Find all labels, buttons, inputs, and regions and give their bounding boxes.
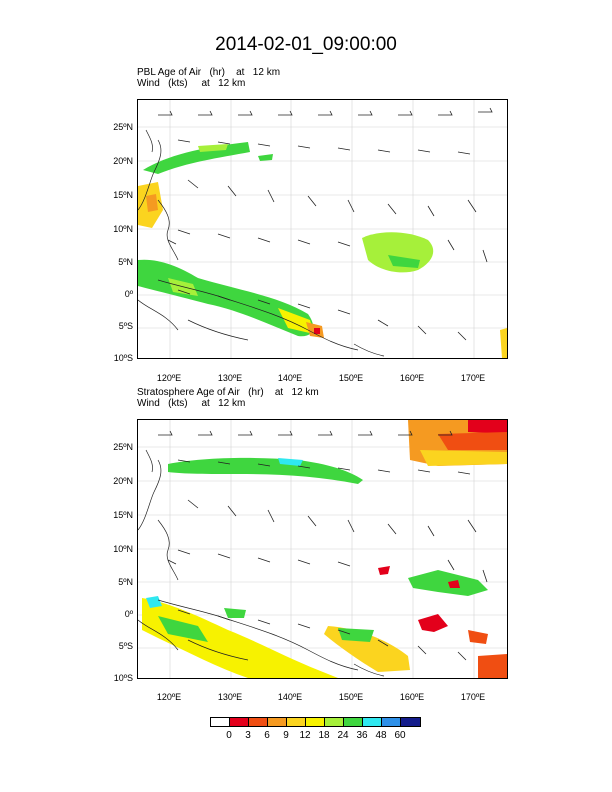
p1-lat-10s: 10ºS: [113, 353, 133, 363]
panel1-subtitle: Wind (kts) at 12 km: [137, 78, 246, 89]
p1-lat-5s: 5ºS: [118, 321, 133, 331]
p1-lat-25n: 25ºN: [113, 122, 133, 132]
p1-lat-15n: 15ºN: [113, 190, 133, 200]
colorbar-swatch-1: [229, 717, 250, 727]
p2-lon-120e: 120ºE: [156, 692, 182, 702]
p1-lat-10n: 10ºN: [113, 224, 133, 234]
p2-lat-25n: 25ºN: [113, 442, 133, 452]
p1-lat-0: 0º: [124, 289, 133, 299]
colorbar-swatch-9: [381, 717, 402, 727]
p1-lon-120e: 120ºE: [156, 373, 182, 383]
pbl-shading: [138, 142, 507, 358]
colorbar-swatch-10: [400, 717, 421, 727]
coastlines: [138, 129, 385, 357]
p2-lon-130e: 130ºE: [217, 692, 243, 702]
colorbar-label-3: 3: [245, 730, 251, 741]
panel2-title: Stratosphere Age of Air (hr) at 12 km: [137, 387, 319, 398]
p2-lat-0: 0º: [124, 609, 133, 619]
p1-lat-5n: 5ºN: [118, 257, 133, 267]
colorbar-label-24: 24: [337, 730, 349, 741]
colorbar-label-36: 36: [356, 730, 368, 741]
colorbar-label-12: 12: [299, 730, 311, 741]
colorbar-label-60: 60: [394, 730, 406, 741]
colorbar-swatch-6: [324, 717, 345, 727]
colorbar-swatch-8: [362, 717, 383, 727]
p2-lat-5s: 5ºS: [118, 641, 133, 651]
coastlines: [138, 449, 385, 677]
wind-barbs: [158, 430, 488, 661]
colorbar-swatch-5: [305, 717, 326, 727]
page-title: 2014-02-01_09:00:00: [215, 34, 397, 55]
colorbar-swatch-3: [267, 717, 288, 727]
colorbar-label-9: 9: [283, 730, 289, 741]
p2-lat-10s: 10ºS: [113, 673, 133, 683]
p1-lon-170e: 170ºE: [460, 373, 486, 383]
p1-lon-160e: 160ºE: [399, 373, 425, 383]
wind-barbs: [158, 107, 493, 341]
colorbar-label-6: 6: [264, 730, 270, 741]
colorbar-swatch-4: [286, 717, 307, 727]
colorbar-swatch-2: [248, 717, 269, 727]
colorbar-label-48: 48: [375, 730, 387, 741]
grid-lines: [138, 100, 507, 358]
colorbar-label-18: 18: [318, 730, 330, 741]
p2-lat-5n: 5ºN: [118, 577, 133, 587]
colorbar-swatch-0: [210, 717, 231, 727]
p1-lon-130e: 130ºE: [217, 373, 243, 383]
panel2-subtitle: Wind (kts) at 12 km: [137, 398, 246, 409]
panel2-map: [137, 419, 508, 679]
p2-lon-140e: 140ºE: [277, 692, 303, 702]
p1-lat-20n: 20ºN: [113, 156, 133, 166]
colorbar-swatch-7: [343, 717, 364, 727]
panel1-map: [137, 99, 508, 359]
stratosphere-shading: [142, 420, 507, 678]
p2-lon-160e: 160ºE: [399, 692, 425, 702]
p2-lat-20n: 20ºN: [113, 476, 133, 486]
p2-lon-170e: 170ºE: [460, 692, 486, 702]
p1-lon-150e: 150ºE: [338, 373, 364, 383]
p2-lat-10n: 10ºN: [113, 544, 133, 554]
p2-lat-15n: 15ºN: [113, 510, 133, 520]
panel1-title: PBL Age of Air (hr) at 12 km: [137, 67, 281, 78]
colorbar-label-0: 0: [226, 730, 232, 741]
p2-lon-150e: 150ºE: [338, 692, 364, 702]
p1-lon-140e: 140ºE: [277, 373, 303, 383]
